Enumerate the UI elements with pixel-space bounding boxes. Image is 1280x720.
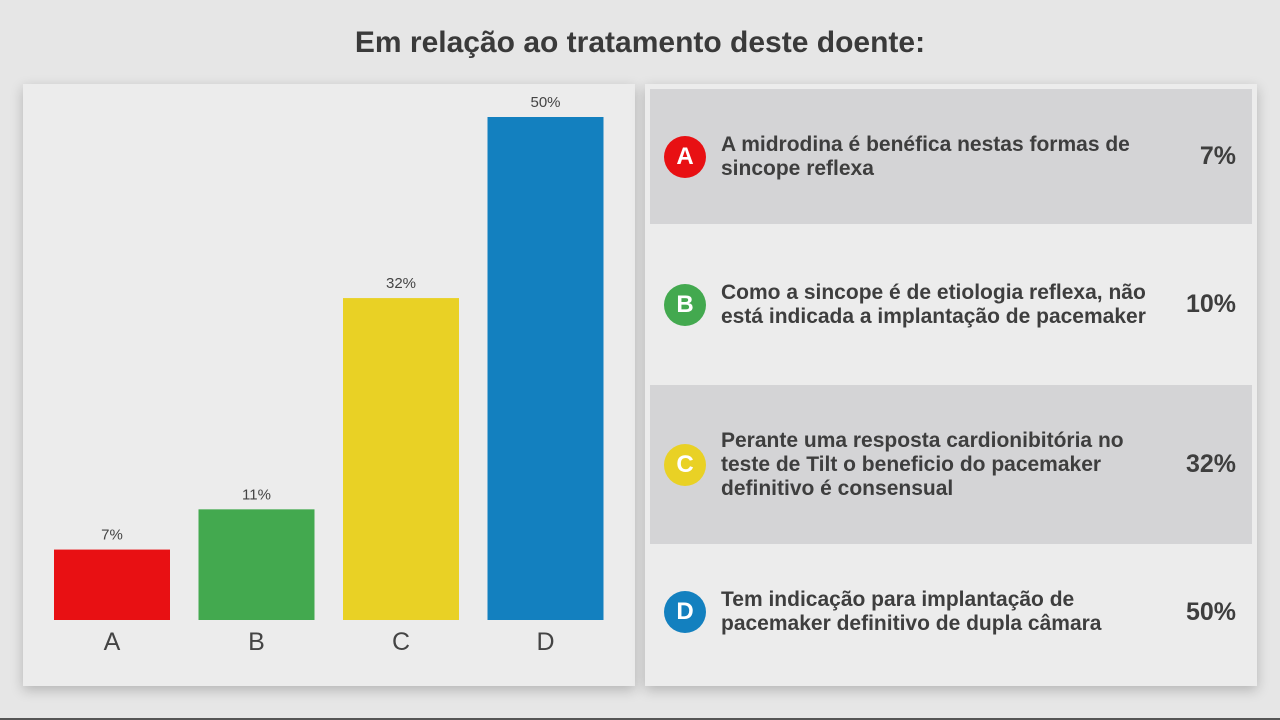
option-b-badge: B bbox=[664, 283, 706, 326]
bar-c bbox=[343, 298, 459, 620]
option-d-badge: D bbox=[664, 591, 706, 633]
answer-option-a[interactable]: A A midrodina é benéfica nestas formas d… bbox=[650, 89, 1252, 224]
bar-d-value-label: 50% bbox=[530, 94, 560, 111]
answer-option-b[interactable]: B Como a sincope é de etiologia reflexa,… bbox=[650, 224, 1252, 385]
bar-b-value-label: 11% bbox=[242, 486, 271, 503]
results-bar-chart: 7% A 11% B 32% C 50% D bbox=[54, 94, 604, 656]
question-title: Em relação ao tratamento deste doente: bbox=[354, 26, 926, 59]
option-a-percent: 7% bbox=[1199, 142, 1236, 170]
option-b-percent: 10% bbox=[1185, 290, 1236, 318]
option-a-badge: A bbox=[664, 135, 706, 178]
option-d-percent: 50% bbox=[1185, 597, 1236, 626]
option-c-percent: 32% bbox=[1185, 450, 1236, 478]
results-chart-panel: 7% A 11% B 32% C 50% D bbox=[23, 84, 635, 686]
category-label-d: D bbox=[536, 628, 554, 656]
bar-b bbox=[198, 509, 315, 620]
option-a-text: A midrodina é benéfica nestas formas de … bbox=[721, 132, 1130, 180]
answer-options-panel: A A midrodina é benéfica nestas formas d… bbox=[645, 84, 1257, 686]
option-b-text: Como a sincope é de etiologia reflexa, n… bbox=[721, 280, 1146, 328]
option-d-text: Tem indicação para implantação de pacema… bbox=[721, 588, 1102, 635]
category-label-c: C bbox=[392, 628, 410, 656]
category-label-a: A bbox=[104, 628, 121, 656]
bar-d bbox=[487, 117, 604, 620]
bar-a bbox=[54, 549, 170, 620]
bar-a-value-label: 7% bbox=[101, 527, 123, 544]
bottom-divider bbox=[0, 718, 1280, 720]
category-label-b: B bbox=[248, 628, 265, 656]
bar-c-value-label: 32% bbox=[386, 275, 416, 292]
option-c-badge: C bbox=[664, 443, 706, 486]
option-c-text: Perante uma resposta cardionibitória no … bbox=[721, 428, 1124, 500]
answer-option-d[interactable]: D Tem indicação para implantação de pace… bbox=[650, 544, 1252, 680]
answer-option-c[interactable]: C Perante uma resposta cardionibitória n… bbox=[650, 385, 1252, 544]
